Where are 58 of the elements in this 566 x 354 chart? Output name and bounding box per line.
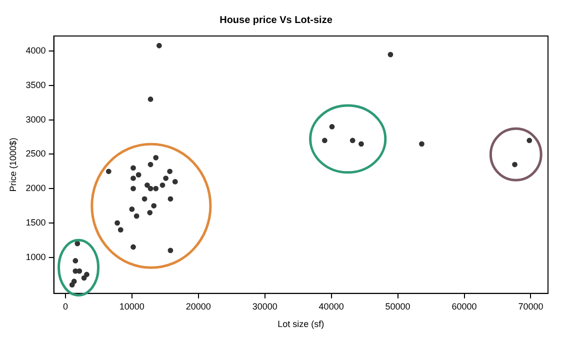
point [76,268,82,274]
point [388,52,394,58]
point [168,196,174,202]
point [148,162,154,168]
y-tick-label: 2500 [26,148,46,159]
x-tick-label: 0 [62,301,68,312]
chart-title: House price Vs Lot-size [220,14,333,26]
y-tick-label: 3000 [26,114,46,124]
point [72,258,78,264]
x-tick-label: 70000 [518,301,544,312]
point [350,138,356,144]
x-tick-label: 10000 [119,301,144,312]
point [153,186,159,192]
point [144,182,150,188]
point [153,154,159,160]
point [526,138,532,144]
y-tick-label: 2000 [26,183,46,194]
point [118,227,124,233]
point [167,168,173,174]
x-axis-title: Lot size (sf) [278,319,324,330]
y-tick-label: 4000 [26,46,46,56]
point [172,179,178,184]
point [419,141,424,147]
point [129,206,135,212]
point [168,248,174,254]
y-tick-label: 3500 [26,80,46,90]
point [163,176,169,181]
point [160,182,166,188]
point [114,220,120,226]
x-tick-label: 60000 [452,301,477,312]
point [136,172,142,178]
point [106,168,112,174]
x-tick-label: 50000 [385,301,410,312]
point [148,96,154,102]
x-tick-label: 30000 [252,301,278,312]
x-tick-label: 20000 [186,301,211,312]
point [358,141,364,147]
point [130,186,136,192]
point [142,196,148,202]
point [130,244,136,250]
point [151,203,157,208]
point [81,275,87,281]
y-axis-title: Price (1000$) [8,138,18,192]
point [130,165,136,171]
x-tick-label: 40000 [318,301,344,312]
point [322,138,328,144]
point [329,124,335,130]
point [148,186,154,192]
y-tick-label: 1000 [26,252,46,262]
point [74,240,80,246]
y-tick-label: 1500 [26,217,46,228]
point [156,42,162,48]
point [147,210,153,216]
point [69,282,75,288]
point [130,176,136,181]
point [134,213,140,219]
point [84,272,90,278]
point [512,162,518,168]
